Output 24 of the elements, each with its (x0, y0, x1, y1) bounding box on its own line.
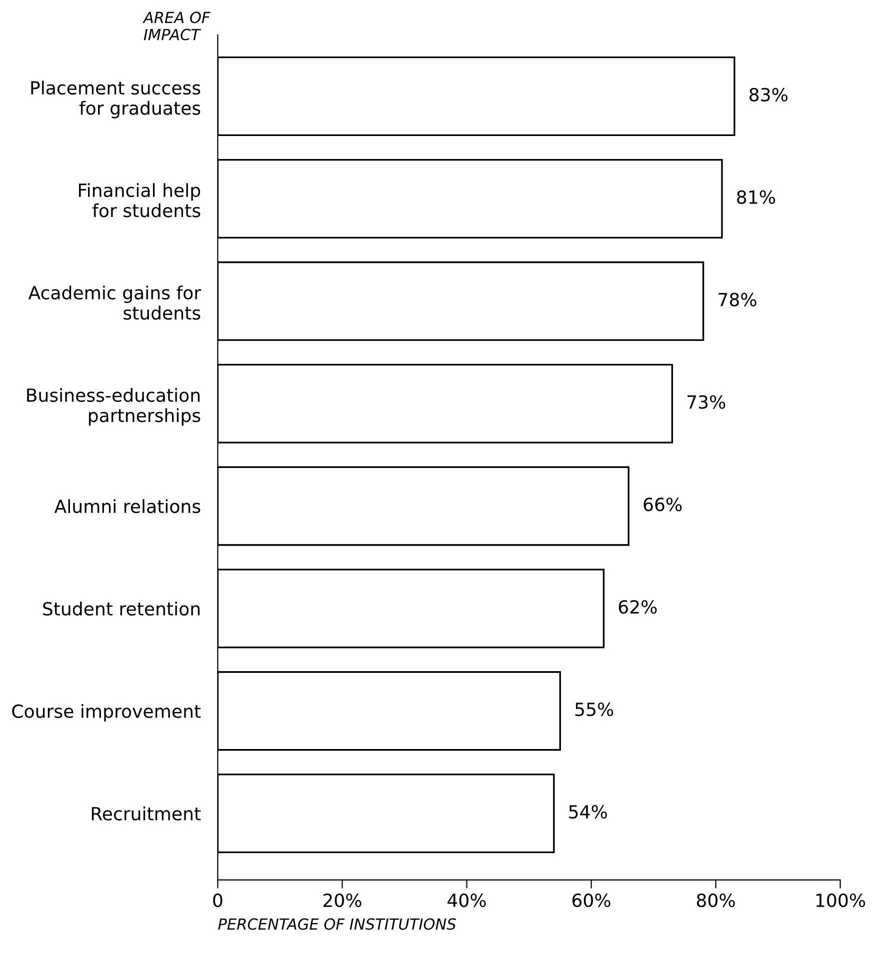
x-tick-label: 0 (213, 893, 222, 908)
data-label: 83% (750, 88, 788, 102)
data-label: 55% (575, 702, 614, 716)
data-label: 66% (644, 498, 682, 512)
y-tick-label: Placement success for graduates (31, 80, 200, 118)
y-axis-title: AREA OF IMPACT (142, 12, 210, 40)
data-label: 81% (737, 190, 775, 204)
x-tick-label: 20% (324, 893, 362, 908)
y-tick-label: Financial help for students (79, 183, 200, 218)
x-axis-title: PERCENTAGE OF INSTITUTIONS (218, 918, 456, 930)
data-label: 73% (688, 395, 726, 409)
y-tick-label: Course improvement (12, 704, 201, 722)
y-tick-label: Academic gains for students (28, 286, 202, 320)
data-label: 54% (569, 804, 607, 819)
y-tick-label: Business-education partnerships (27, 388, 200, 426)
x-tick-label: 60% (572, 893, 610, 908)
data-label: 78% (718, 292, 756, 306)
x-tick-label: 100% (816, 893, 866, 908)
x-tick-label: 80% (696, 893, 735, 908)
y-tick-label: Alumni relations (54, 499, 200, 514)
data-label: 62% (618, 600, 657, 614)
x-tick-label: 40% (448, 893, 486, 908)
y-tick-label: Recruitment (92, 806, 201, 820)
y-tick-label: Student retention (43, 602, 200, 616)
